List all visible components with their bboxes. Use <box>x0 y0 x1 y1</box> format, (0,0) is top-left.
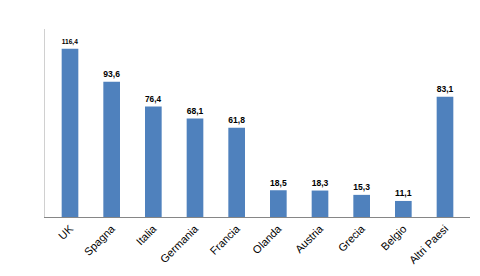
svg-text:Francia: Francia <box>208 222 243 257</box>
svg-text:Grecia: Grecia <box>336 222 368 254</box>
svg-text:15,3: 15,3 <box>353 182 370 192</box>
svg-text:68,1: 68,1 <box>187 106 204 116</box>
svg-text:Germania: Germania <box>158 222 201 265</box>
svg-text:116,4: 116,4 <box>62 38 78 46</box>
svg-text:83,1: 83,1 <box>437 84 454 94</box>
svg-text:61,8: 61,8 <box>228 115 245 125</box>
svg-text:Belgio: Belgio <box>379 223 409 253</box>
svg-text:11,1: 11,1 <box>395 188 412 198</box>
svg-text:18,5: 18,5 <box>270 178 287 188</box>
svg-text:93,6: 93,6 <box>103 69 120 79</box>
svg-text:Austria: Austria <box>293 222 326 255</box>
svg-text:Spagna: Spagna <box>82 222 118 258</box>
svg-text:UK: UK <box>56 222 76 242</box>
svg-text:Italia: Italia <box>134 222 160 248</box>
svg-text:Olanda: Olanda <box>250 222 284 256</box>
svg-text:18,3: 18,3 <box>312 178 329 188</box>
svg-text:76,4: 76,4 <box>145 95 161 104</box>
svg-text:Altri Paesi: Altri Paesi <box>407 223 451 267</box>
